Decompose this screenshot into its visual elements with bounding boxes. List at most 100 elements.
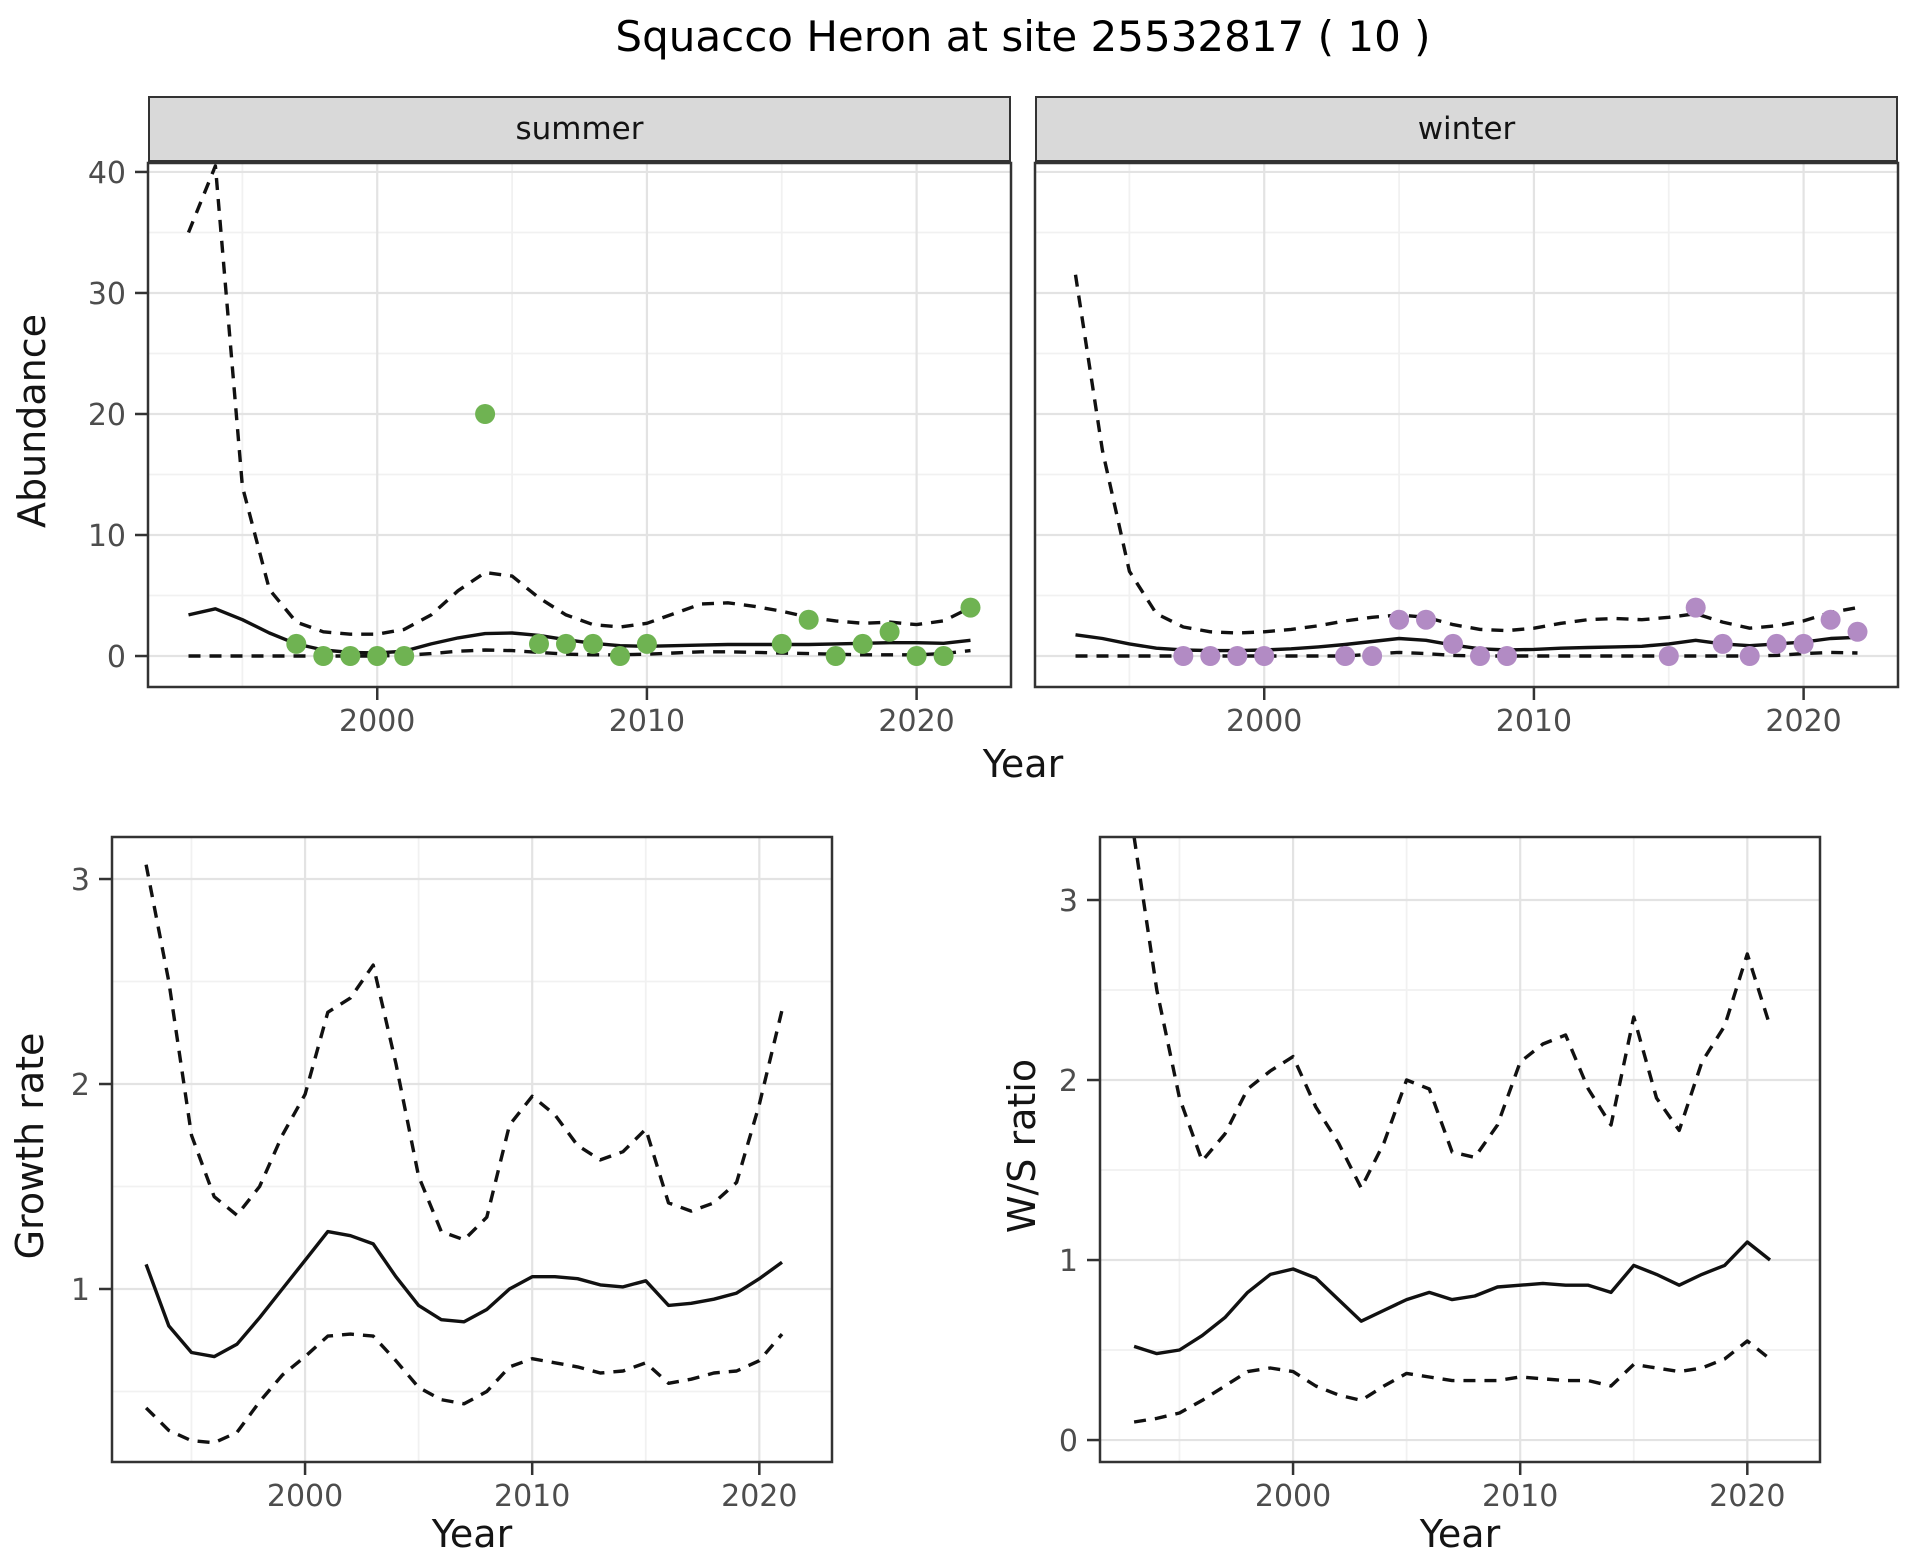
x-axis-title-ws-ratio: Year <box>1419 1512 1501 1556</box>
data-point <box>825 646 846 666</box>
facet-strip-winter: winter <box>1035 96 1898 162</box>
data-point <box>1658 646 1679 666</box>
data-point <box>394 646 415 666</box>
y-axis-title-abundance: Abundance <box>10 313 54 529</box>
y-tick-label: 1 <box>1059 1244 1078 1279</box>
x-tick-label: 2000 <box>1226 704 1302 739</box>
data-point <box>1793 633 1814 654</box>
y-tick-label: 30 <box>88 277 126 312</box>
data-point <box>529 633 549 654</box>
data-point <box>933 646 954 666</box>
data-point <box>1443 633 1463 654</box>
lower_ci-line <box>144 1332 784 1445</box>
panel-ws-ratio: 2000 2010 2020 0 1 2 3 <box>1059 835 1822 1514</box>
data-point <box>1847 621 1868 642</box>
data-point <box>1362 646 1383 666</box>
fit-line <box>1133 1240 1772 1356</box>
x-tick-label: 2020 <box>1765 704 1841 739</box>
x-tick-label: 2010 <box>609 704 685 739</box>
axis-ticks: 2000 2010 2020 1 2 3 <box>71 863 798 1514</box>
upper_ci-line <box>1132 836 1772 1190</box>
panel-border <box>146 161 1013 689</box>
y-tick-label: 2 <box>71 1068 90 1103</box>
data-point <box>1173 646 1194 666</box>
y-tick-label: 3 <box>71 863 90 898</box>
data-points <box>1173 597 1868 666</box>
data-point <box>556 633 576 654</box>
gridlines <box>1035 163 1898 687</box>
data-point <box>852 633 873 654</box>
x-tick-label: 2010 <box>1482 1479 1558 1514</box>
y-tick-label: 40 <box>88 156 126 191</box>
data-point <box>340 646 361 666</box>
data-point <box>583 633 603 654</box>
data-point <box>906 646 927 666</box>
data-point <box>798 609 819 630</box>
gridlines <box>1100 837 1820 1462</box>
axis-ticks: 2000 2010 2020 0 10 20 30 40 <box>88 156 955 739</box>
y-tick-label: 3 <box>1059 884 1078 919</box>
y-axis-title-ws-ratio: W/S ratio <box>1000 1058 1044 1234</box>
data-point <box>1739 646 1760 666</box>
gridlines <box>148 163 1011 687</box>
upper_ci-line <box>186 164 972 636</box>
y-tick-label: 1 <box>71 1273 90 1308</box>
data-point <box>610 646 630 666</box>
chart-title: Squacco Heron at site 25532817 ( 10 ) <box>615 12 1431 61</box>
axis-ticks: 2000 2010 2020 0 1 2 3 <box>1059 884 1786 1514</box>
fit-line <box>1075 633 1858 653</box>
panel-abundance-winter: 2000 2010 2020 <box>1033 161 1900 739</box>
data-point <box>879 621 900 642</box>
data-point <box>1200 646 1221 666</box>
fit-line <box>144 1229 783 1359</box>
panel-growth-rate: 2000 2010 2020 1 2 3 <box>71 835 834 1514</box>
lower_ci-line <box>1133 1339 1772 1424</box>
data-point <box>313 646 334 666</box>
panel-border <box>1098 835 1822 1464</box>
data-point <box>771 633 792 654</box>
data-point <box>1766 633 1787 654</box>
y-axis-title-growth-rate: Growth rate <box>8 1032 52 1260</box>
data-point <box>1389 609 1410 630</box>
data-point <box>636 633 657 654</box>
x-tick-label: 2000 <box>339 704 415 739</box>
data-point <box>367 646 388 666</box>
panel-abundance-summer: 2000 2010 2020 0 10 20 30 40 <box>88 156 1013 739</box>
data-point <box>1254 646 1275 666</box>
panel-border <box>110 835 834 1464</box>
data-point <box>1470 646 1490 666</box>
y-tick-label: 0 <box>107 640 126 675</box>
axis-ticks: 2000 2010 2020 <box>1226 687 1842 739</box>
data-point <box>475 404 496 424</box>
data-point <box>1227 646 1248 666</box>
x-tick-label: 2000 <box>267 1479 343 1514</box>
data-point <box>1712 633 1733 654</box>
x-axis-title-growth-rate: Year <box>431 1512 513 1556</box>
x-tick-label: 2020 <box>721 1479 797 1514</box>
data-point <box>1820 609 1841 630</box>
x-tick-label: 2010 <box>1496 704 1572 739</box>
data-point <box>1497 646 1517 666</box>
gridlines <box>112 837 832 1462</box>
x-tick-label: 2020 <box>878 704 954 739</box>
data-point <box>1685 597 1706 618</box>
data-point <box>286 633 307 654</box>
x-tick-label: 2000 <box>1255 1479 1331 1514</box>
data-point <box>1335 646 1356 666</box>
y-tick-label: 20 <box>88 398 126 433</box>
x-tick-label: 2020 <box>1709 1479 1785 1514</box>
data-point <box>960 597 981 618</box>
x-tick-label: 2010 <box>494 1479 570 1514</box>
facet-strip-summer: summer <box>148 96 1011 162</box>
y-tick-label: 10 <box>88 519 126 554</box>
upper_ci-line <box>144 864 784 1242</box>
data-points <box>286 404 981 666</box>
x-axis-title-top: Year <box>982 742 1064 786</box>
panel-border <box>1033 161 1900 689</box>
upper_ci-line <box>1073 274 1858 635</box>
data-point <box>1416 609 1436 630</box>
y-tick-label: 0 <box>1059 1424 1078 1459</box>
y-tick-label: 2 <box>1059 1064 1078 1099</box>
